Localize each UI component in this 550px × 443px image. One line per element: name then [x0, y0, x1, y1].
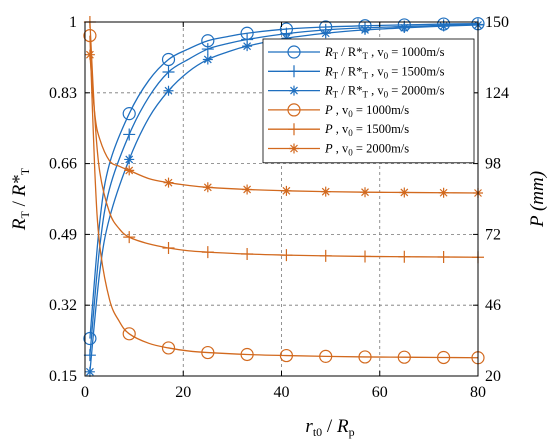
- data-point-star: [203, 54, 213, 64]
- data-point-star: [399, 187, 409, 197]
- data-point-star: [281, 186, 291, 196]
- data-point-star: [164, 86, 174, 96]
- data-point-plus: [84, 349, 96, 361]
- data-point-star: [289, 144, 299, 154]
- x-axis-title: rt0 / Rp: [305, 416, 354, 439]
- data-point-plus: [359, 250, 371, 262]
- x-tick-label: 20: [175, 384, 191, 401]
- data-point-star: [360, 25, 370, 35]
- y-right-tick-label: 20: [485, 368, 501, 385]
- data-point-star: [360, 187, 370, 197]
- y-right-tick-label: 46: [485, 297, 501, 314]
- legend-label: P , v0 = 2000m/s: [324, 142, 409, 158]
- y-left-tick-label: 0.15: [49, 368, 77, 385]
- y-left-tick-label: 0.66: [49, 156, 77, 173]
- data-point-star: [439, 188, 449, 198]
- data-point-star: [242, 184, 252, 194]
- data-point-plus: [202, 246, 214, 258]
- data-point-star: [124, 165, 134, 175]
- data-point-star: [439, 21, 449, 31]
- data-point-plus: [123, 231, 135, 243]
- data-point-plus: [123, 128, 135, 140]
- x-tick-label: 60: [372, 384, 388, 401]
- x-tick-label: 0: [81, 384, 89, 401]
- data-point-star: [164, 178, 174, 188]
- data-point-star: [399, 23, 409, 33]
- data-point-star: [321, 28, 331, 38]
- y-right-tick-label: 72: [485, 226, 501, 243]
- y-right-tick-label: 124: [485, 85, 509, 102]
- data-point-plus: [163, 242, 175, 254]
- data-point-plus: [320, 250, 332, 262]
- data-point-star: [321, 187, 331, 197]
- data-point-plus: [241, 248, 253, 260]
- data-point-star: [203, 182, 213, 192]
- data-point-plus: [280, 249, 292, 261]
- y-left-tick-label: 1: [69, 14, 77, 31]
- x-tick-label: 40: [274, 384, 290, 401]
- data-point-star: [242, 41, 252, 51]
- y-left-tick-label: 0.32: [49, 297, 77, 314]
- data-point-star: [289, 86, 299, 96]
- data-point-star: [124, 154, 134, 164]
- legend-label: P , v0 = 1500m/s: [324, 122, 409, 138]
- y-right-axis-title: P (mm): [527, 171, 548, 228]
- y-right-tick-label: 98: [485, 156, 501, 173]
- data-point-star: [85, 50, 95, 60]
- y-left-tick-label: 0.49: [49, 226, 77, 243]
- legend: RT / R*T , v0 = 1000m/sRT / R*T , v0 = 1…: [263, 39, 474, 163]
- y-left-axis-title: RT / R*T: [9, 167, 32, 231]
- data-point-star: [85, 367, 95, 377]
- data-point-plus: [398, 251, 410, 263]
- y-left-tick-label: 0.83: [49, 85, 77, 102]
- legend-label: P , v0 = 1000m/s: [324, 103, 409, 119]
- x-tick-label: 80: [470, 384, 486, 401]
- y-right-tick-label: 150: [485, 14, 509, 31]
- data-point-plus: [438, 251, 450, 263]
